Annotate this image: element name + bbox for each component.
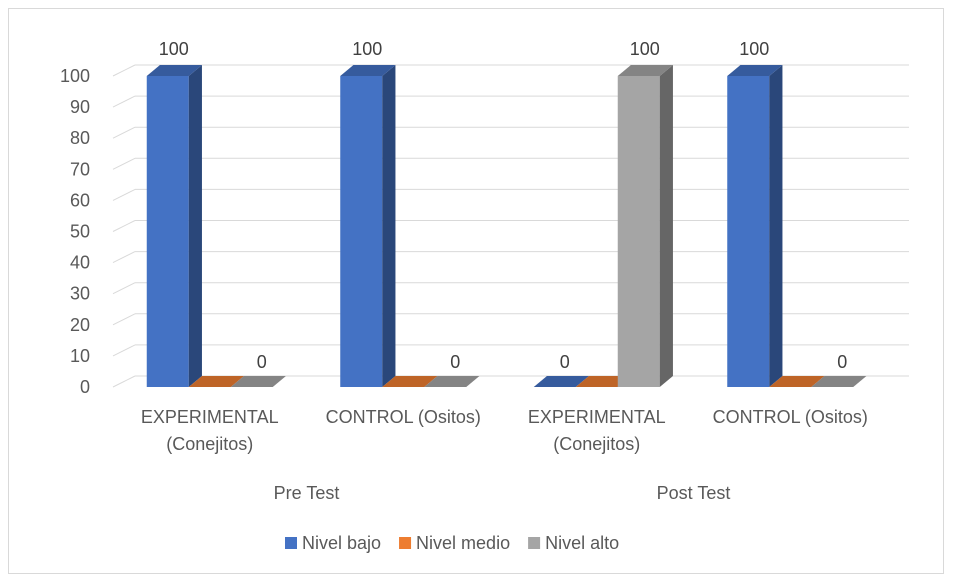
bar-top [727, 65, 783, 76]
data-label: 100 [352, 39, 382, 59]
bar-zero [575, 376, 631, 387]
bar-front [617, 76, 660, 387]
bar-side [769, 65, 783, 387]
bar-front [727, 76, 770, 387]
legend-label: Nivel bajo [302, 533, 381, 553]
gridline-diag [112, 220, 136, 232]
legend-swatch [528, 537, 541, 549]
y-tick-label: 70 [70, 159, 90, 179]
y-tick-label: 60 [70, 190, 90, 210]
data-label: 0 [257, 352, 267, 372]
bar-top [340, 65, 396, 76]
y-tick-label: 10 [70, 346, 90, 366]
bar-front [146, 76, 189, 387]
y-tick-label: 30 [70, 284, 90, 304]
legend-label: Nivel alto [545, 533, 619, 553]
gridline-diag [112, 375, 136, 388]
data-label: 0 [560, 352, 570, 372]
gridline-diag [112, 64, 136, 77]
data-label: 0 [837, 352, 847, 372]
category-label: EXPERIMENTAL [141, 407, 279, 427]
gridline-diag [112, 95, 136, 108]
category-label: CONTROL (Ositos) [713, 407, 868, 427]
bar-zero [769, 376, 825, 387]
bar-top [617, 65, 673, 76]
y-tick-label: 90 [70, 97, 90, 117]
gridline-diag [112, 282, 136, 295]
category-label: EXPERIMENTAL [528, 407, 666, 427]
gridline-diag [112, 251, 136, 264]
bar-side [382, 65, 396, 387]
category-label: (Conejitos) [166, 434, 253, 454]
category-label: CONTROL (Ositos) [326, 407, 481, 427]
y-tick-label: 40 [70, 253, 90, 273]
gridline-diag [112, 157, 136, 170]
bar-zero [230, 376, 286, 387]
legend-label: Nivel medio [416, 533, 510, 553]
bar-zero [533, 376, 589, 387]
y-tick-label: 0 [80, 377, 90, 397]
gridline-diag [112, 188, 136, 201]
gridline-diag [112, 126, 136, 139]
bar-side [659, 65, 673, 387]
data-label: 100 [630, 39, 660, 59]
legend-swatch [399, 537, 412, 549]
data-label: 0 [450, 352, 460, 372]
bar-zero [382, 376, 438, 387]
group-label: Post Test [657, 483, 731, 503]
gridline-diag [112, 313, 136, 326]
bar-zero [424, 376, 480, 387]
y-tick-label: 80 [70, 128, 90, 148]
y-tick-label: 100 [60, 66, 90, 86]
gridline-diag [112, 344, 136, 357]
data-label: 100 [159, 39, 189, 59]
bar-top [146, 65, 202, 76]
bar-side [188, 65, 202, 387]
bar-zero [811, 376, 867, 387]
legend-swatch [285, 537, 297, 549]
group-label: Pre Test [274, 483, 340, 503]
y-tick-label: 20 [70, 315, 90, 335]
category-label: (Conejitos) [553, 434, 640, 454]
y-tick-label: 50 [70, 222, 90, 242]
bar-front [340, 76, 383, 387]
data-label: 100 [739, 39, 769, 59]
bar-zero [188, 376, 244, 387]
